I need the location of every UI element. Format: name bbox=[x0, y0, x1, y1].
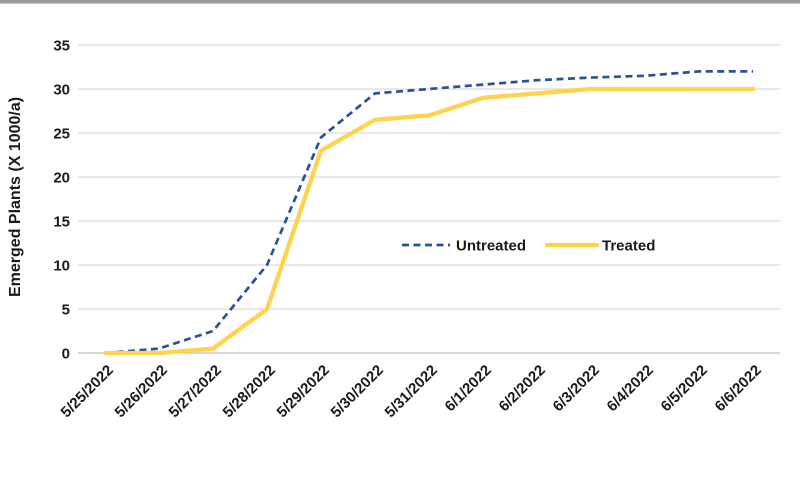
series-lines bbox=[102, 70, 756, 356]
legend-label-untreated: Untreated bbox=[456, 238, 526, 255]
x-tick-label: 5/30/2022 bbox=[328, 362, 387, 421]
y-tick-label: 0 bbox=[62, 346, 70, 363]
y-tick-label: 35 bbox=[53, 38, 70, 55]
y-tick-label: 20 bbox=[53, 170, 70, 187]
y-tick-label: 30 bbox=[53, 82, 70, 99]
x-tick-label: 6/3/2022 bbox=[550, 362, 603, 415]
legend-label-treated: Treated bbox=[602, 238, 655, 255]
legend-item-untreated: Untreated bbox=[402, 238, 526, 255]
treated-line bbox=[102, 86, 756, 356]
x-tick-label: 6/2/2022 bbox=[496, 362, 549, 415]
chart-legend: Untreated Treated bbox=[402, 238, 655, 255]
x-tick-label: 6/6/2022 bbox=[712, 362, 765, 415]
x-tick-label: 5/29/2022 bbox=[274, 362, 333, 421]
legend-item-treated: Treated bbox=[544, 238, 655, 255]
top-border bbox=[0, 0, 800, 4]
x-axis-tick-labels: 5/25/20225/26/20225/27/20225/28/20225/29… bbox=[58, 362, 765, 421]
y-tick-label: 25 bbox=[53, 126, 70, 143]
x-tick-label: 6/5/2022 bbox=[658, 362, 711, 415]
x-tick-label: 5/25/2022 bbox=[58, 362, 117, 421]
x-tick-label: 5/28/2022 bbox=[220, 362, 279, 421]
y-tick-label: 5 bbox=[62, 302, 70, 319]
y-axis-tick-labels: 0 5 10 15 20 25 30 35 bbox=[53, 38, 70, 363]
x-tick-label: 6/4/2022 bbox=[604, 362, 657, 415]
x-tick-label: 5/26/2022 bbox=[112, 362, 171, 421]
x-tick-label: 5/27/2022 bbox=[166, 362, 225, 421]
x-tick-label: 6/1/2022 bbox=[442, 362, 495, 415]
gridlines bbox=[78, 44, 780, 354]
y-axis-title: Emerged Plants (X 1000/a) bbox=[7, 97, 24, 297]
y-tick-label: 10 bbox=[53, 258, 70, 275]
x-tick-label: 5/31/2022 bbox=[382, 362, 441, 421]
y-tick-label: 15 bbox=[53, 214, 70, 231]
